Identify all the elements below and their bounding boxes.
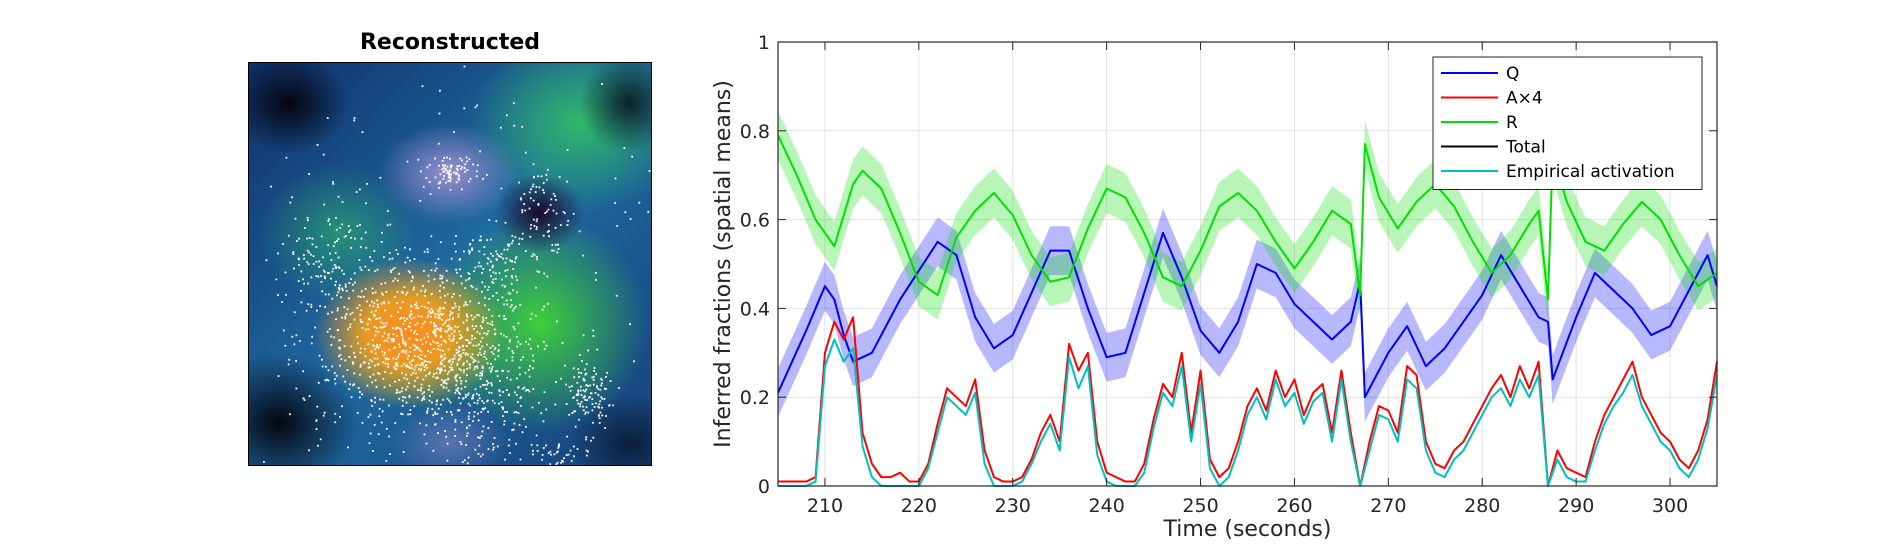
- event-dots: [263, 65, 651, 465]
- axes-box: [777, 41, 1718, 487]
- x-tick-label: 210: [807, 495, 843, 517]
- image-panel-title: Reconstructed: [359, 30, 541, 55]
- legend-label: R: [1506, 113, 1518, 133]
- band-r: [778, 110, 1717, 324]
- confidence-bands: [778, 110, 1717, 422]
- x-tick-label: 290: [1558, 495, 1594, 517]
- legend-label: Total: [1505, 138, 1546, 158]
- y-axis-label: Inferred fractions (spatial means): [711, 80, 736, 448]
- legend-label: Q: [1506, 64, 1519, 84]
- y-tick-label: 0.4: [740, 298, 770, 320]
- series-line-empirical-activation: [778, 338, 1718, 487]
- reconstructed-heatmap: [249, 63, 651, 465]
- x-tick-label: 280: [1464, 495, 1500, 517]
- x-tick-label: 250: [1182, 495, 1218, 517]
- series-line-a-4: [778, 316, 1718, 487]
- legend-box: [1432, 56, 1703, 190]
- x-tick-label: 300: [1652, 495, 1688, 517]
- legend-label: Empirical activation: [1506, 162, 1675, 182]
- y-tick-label: 0: [758, 476, 770, 498]
- axis-ticks: 210 220 230 240 250 260 270 280 290 300 0 0.2 0.4 0.6…: [740, 32, 1717, 517]
- series-line-q: [777, 231, 1718, 399]
- x-tick-label: 220: [901, 495, 937, 517]
- x-tick-label: 240: [1089, 495, 1125, 517]
- x-tick-label: 260: [1276, 495, 1312, 517]
- reconstructed-image: [248, 62, 652, 466]
- y-tick-label: 0.8: [740, 121, 770, 143]
- legend: Q A×4 R Total Empirical activation: [1432, 56, 1703, 190]
- x-tick-label: 230: [995, 495, 1031, 517]
- y-tick-label: 0.2: [740, 387, 770, 409]
- x-tick-label: 270: [1370, 495, 1406, 517]
- y-tick-label: 1: [758, 32, 770, 54]
- x-axis-label: Time (seconds): [1163, 517, 1332, 542]
- y-tick-label: 0.6: [740, 210, 770, 232]
- legend-label: A×4: [1506, 89, 1543, 109]
- band-q: [778, 208, 1717, 422]
